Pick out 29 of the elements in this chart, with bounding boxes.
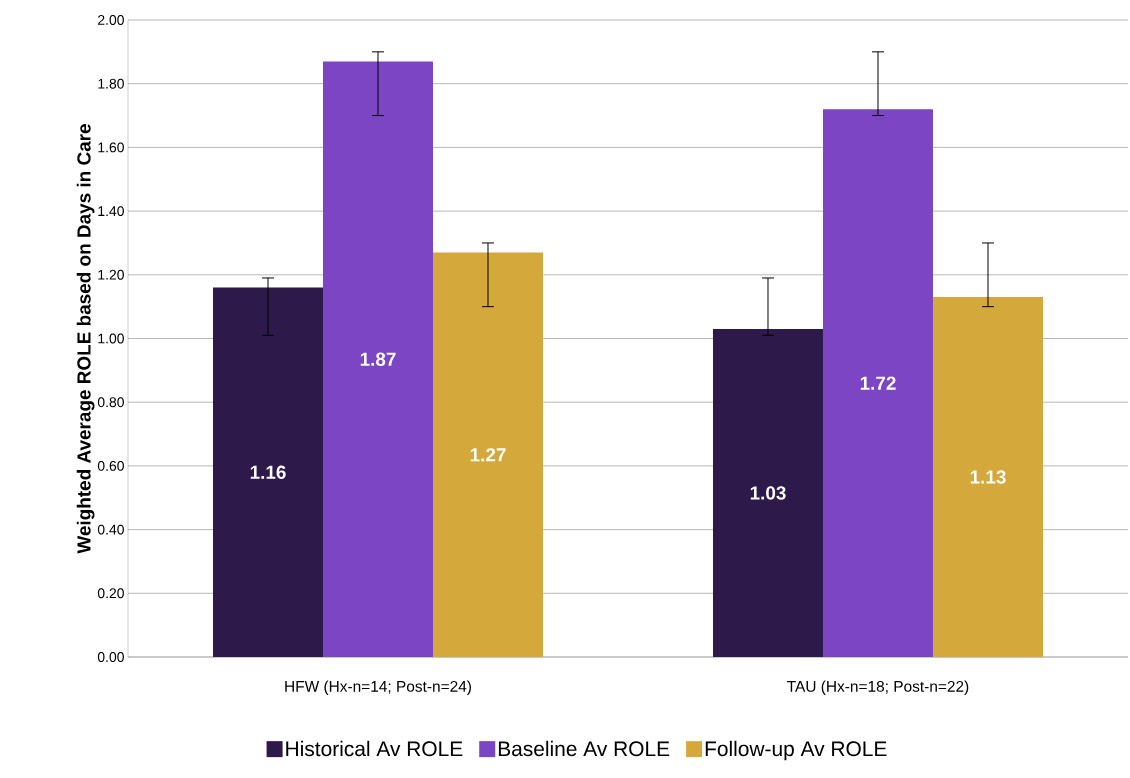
bar: [822, 109, 933, 657]
x-tick-label: HFW (Hx-n=14; Post-n=24): [285, 680, 471, 695]
legend-label: Follow-up Av ROLE: [705, 740, 887, 761]
bar: [323, 61, 433, 657]
y-tick-label: 1.60: [98, 142, 124, 153]
y-tick-label: 0.20: [97, 588, 124, 599]
data-label: 1.87: [360, 352, 396, 366]
bar: [932, 297, 1043, 657]
y-tick-label: 2.00: [98, 15, 124, 25]
x-tick-label: TAU (Hx-n=18; Post-n=22): [787, 680, 969, 695]
legend-label: Baseline Av ROLE: [498, 740, 670, 757]
data-label: 1.03: [750, 486, 786, 500]
data-label: 1.16: [250, 465, 286, 479]
y-tick-label: 0.60: [97, 460, 124, 471]
data-label: 1.72: [860, 376, 896, 390]
y-tick-label: 1.80: [98, 78, 124, 89]
y-tick-label: 1.40: [98, 206, 124, 217]
y-tick-label: 0.00: [97, 652, 124, 662]
y-tick-label: 1.00: [98, 333, 124, 344]
legend-label: Historical Av ROLE: [286, 740, 463, 757]
bar: [712, 328, 823, 657]
y-tick-label: 1.20: [98, 269, 124, 280]
y-tick-label: 0.80: [97, 397, 124, 408]
bar: [433, 252, 543, 657]
y-axis-title: Weighted Average ROLE based on Days in Care: [76, 124, 95, 554]
data-label: 1.13: [970, 470, 1006, 484]
data-label: 1.27: [470, 448, 506, 462]
y-tick-label: 0.40: [97, 524, 124, 535]
bar: [213, 287, 323, 657]
